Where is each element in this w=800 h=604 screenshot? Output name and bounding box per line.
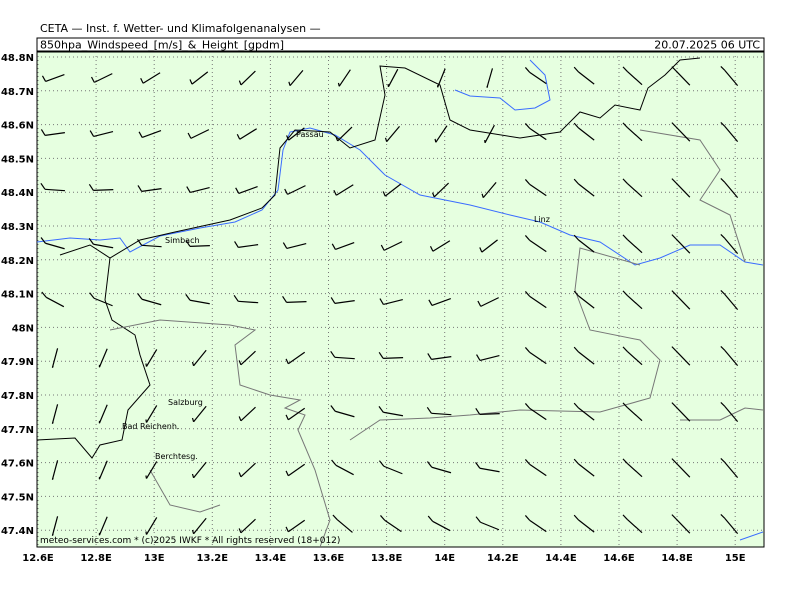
lat-label: 48.3N xyxy=(1,222,34,233)
lat-label: 48.8N xyxy=(1,53,34,64)
lat-label: 47.7N xyxy=(1,425,34,436)
lon-label: 13.2E xyxy=(197,553,229,564)
field-name: 850hpa_Windspeed_[m/s]_&_Height_[gpdm] xyxy=(40,39,284,52)
lon-label: 13.8E xyxy=(371,553,403,564)
lat-label: 47.9N xyxy=(1,357,34,368)
lat-label: 48.7N xyxy=(1,87,34,98)
lon-label: 13.6E xyxy=(313,553,345,564)
place-label: Bad Reichenh. xyxy=(122,422,179,431)
lon-label: 12.8E xyxy=(80,553,112,564)
lon-label: 14E xyxy=(434,553,455,564)
place-label: Linz xyxy=(534,215,550,224)
lon-label: 12.6E xyxy=(22,553,54,564)
barb-stem xyxy=(287,302,307,303)
barb-flag xyxy=(435,139,436,142)
lat-label: 48.2N xyxy=(1,256,34,267)
lon-label: 14.4E xyxy=(545,553,577,564)
lon-label: 14.2E xyxy=(487,553,519,564)
lon-label: 14.8E xyxy=(661,553,693,564)
lat-label: 47.6N xyxy=(1,459,34,470)
barb-flag xyxy=(146,419,147,422)
lon-label: 14.6E xyxy=(603,553,635,564)
footer: meteo-services.com * (c)2025 IWKF * All … xyxy=(40,536,340,546)
lon-label: 13.4E xyxy=(255,553,287,564)
lat-label: 48.4N xyxy=(1,188,34,199)
lat-label: 47.5N xyxy=(1,492,34,503)
lat-label: 48.6N xyxy=(1,121,34,132)
institute: CETA — Inst. f. Wetter- und Klimafolgena… xyxy=(40,22,321,35)
barb-flag xyxy=(52,422,53,424)
barb-stem xyxy=(383,358,403,359)
place-label: Berchtesg. xyxy=(155,452,198,461)
barb-stem xyxy=(93,190,113,191)
barb-stem xyxy=(190,246,210,247)
barb-flag xyxy=(146,531,147,534)
valid-time: 20.07.2025 06 UTC xyxy=(654,39,760,52)
barb-flag xyxy=(338,83,339,86)
barb-stem xyxy=(480,414,500,415)
barb-flag xyxy=(52,478,53,480)
lat-label: 47.4N xyxy=(1,526,34,537)
place-label: Salzburg xyxy=(168,398,203,407)
lat-label: 48.5N xyxy=(1,154,34,165)
lat-label: 47.8N xyxy=(1,391,34,402)
barb-flag xyxy=(487,86,488,88)
lat-label: 48N xyxy=(12,323,34,334)
barb-flag xyxy=(146,475,147,478)
lon-label: 13E xyxy=(144,553,165,564)
barb-flag xyxy=(52,366,53,368)
place-label: Simbach xyxy=(165,236,200,245)
barb-flag xyxy=(146,363,147,366)
lat-label: 48.1N xyxy=(1,290,34,301)
lon-label: 15E xyxy=(725,553,746,564)
